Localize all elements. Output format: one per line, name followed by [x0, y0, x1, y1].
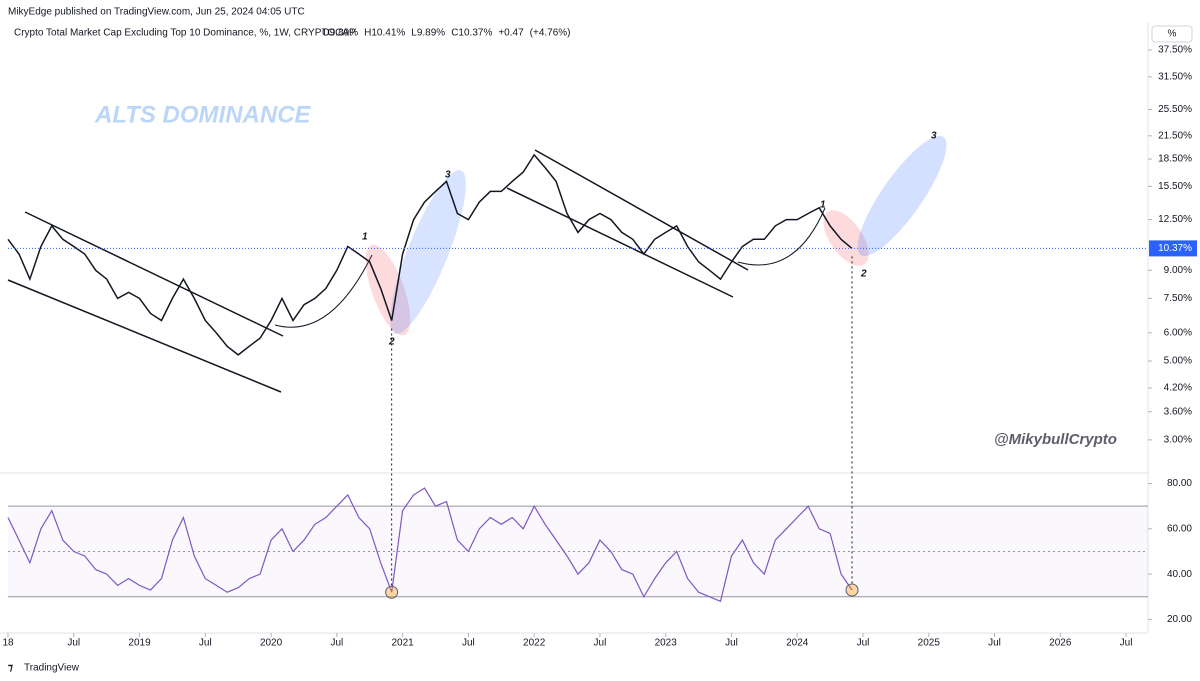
x-tick-label: 2025 [918, 638, 941, 649]
x-tick-label: 2022 [523, 638, 546, 649]
y-tick-label: 3.60% [1164, 406, 1192, 417]
footer: TradingView [24, 663, 80, 674]
y-tick-label: 7.50% [1164, 293, 1192, 304]
wave-label: 2 [860, 269, 867, 280]
y-tick-label: 25.50% [1158, 104, 1192, 115]
rsi-low-marker [385, 585, 399, 599]
wave-label: 3 [445, 170, 451, 181]
y-tick-label: 15.50% [1158, 181, 1192, 192]
legend-value: C10.37% [451, 28, 492, 39]
x-tick-label: Jul [594, 638, 607, 649]
rsi-low-marker [845, 583, 859, 597]
last-price-label: 10.37% [1158, 243, 1192, 254]
x-tick-label: 2026 [1049, 638, 1072, 649]
x-tick-label: Jul [1120, 638, 1133, 649]
price-line [7, 153, 853, 356]
legend-value: (+4.76%) [530, 28, 571, 39]
x-tick-label: Jul [725, 638, 738, 649]
y-tick-label: 37.50% [1158, 45, 1192, 56]
y-tick-label: 9.00% [1164, 265, 1192, 276]
last-price-box [1149, 240, 1197, 257]
x-tick-label: Jul [462, 638, 475, 649]
x-tick-label: 18 [2, 638, 14, 649]
wave-label: 2 [388, 337, 395, 348]
y-tick-label: 20.00 [1167, 614, 1192, 625]
y-tick-label: 80.00 [1167, 478, 1192, 489]
x-tick-label: 2020 [260, 638, 283, 649]
y-tick-label: 40.00 [1167, 569, 1192, 580]
unit: % [1168, 29, 1177, 40]
x-tick-label: 2023 [655, 638, 678, 649]
y-tick-label: 6.00% [1164, 327, 1192, 338]
wave-label: 1 [362, 232, 368, 243]
y-tick-label: 3.00% [1164, 434, 1192, 445]
legend-value: L9.89% [411, 28, 445, 39]
y-tick-label: 4.20% [1164, 383, 1192, 394]
legend-value: +0.47 [498, 28, 524, 39]
x-tick-label: 2024 [786, 638, 809, 649]
wave-labels: 1 2 3 1 2 3 [362, 131, 937, 348]
y-tick-label: 31.50% [1158, 72, 1192, 83]
annotation: @MikybullCrypto [994, 431, 1117, 448]
rsi-line [7, 487, 853, 603]
x-tick-label: Jul [988, 638, 1001, 649]
publisher: MikyEdge published on TradingView.com, J… [8, 7, 305, 18]
y-tick-label: 21.50% [1158, 130, 1192, 141]
wave-label: 1 [820, 200, 826, 211]
x-tick-label: 2019 [128, 638, 151, 649]
chart-title: Crypto Total Market Cap Excluding Top 10… [14, 28, 356, 39]
x-tick-label: Jul [199, 638, 212, 649]
y-tick-label: 60.00 [1167, 523, 1192, 534]
logo-mark: ⁊ [8, 663, 13, 674]
x-tick-label: Jul [857, 638, 870, 649]
x-tick-label: 2021 [391, 638, 414, 649]
unit-box[interactable] [1151, 25, 1193, 43]
legend-value: H10.41% [364, 28, 405, 39]
x-tick-label: Jul [67, 638, 80, 649]
y-tick-label: 12.50% [1158, 214, 1192, 225]
rsi-band [8, 506, 1148, 597]
annotation: ALTS DOMINANCE [94, 101, 312, 128]
y-tick-label: 18.50% [1158, 154, 1192, 165]
drawings [7, 149, 826, 393]
x-tick-label: Jul [330, 638, 343, 649]
legend-value: O9.89% [322, 28, 358, 39]
y-tick-label: 5.00% [1164, 356, 1192, 367]
wave-ellipses [365, 135, 947, 336]
wave-label: 3 [931, 131, 937, 142]
